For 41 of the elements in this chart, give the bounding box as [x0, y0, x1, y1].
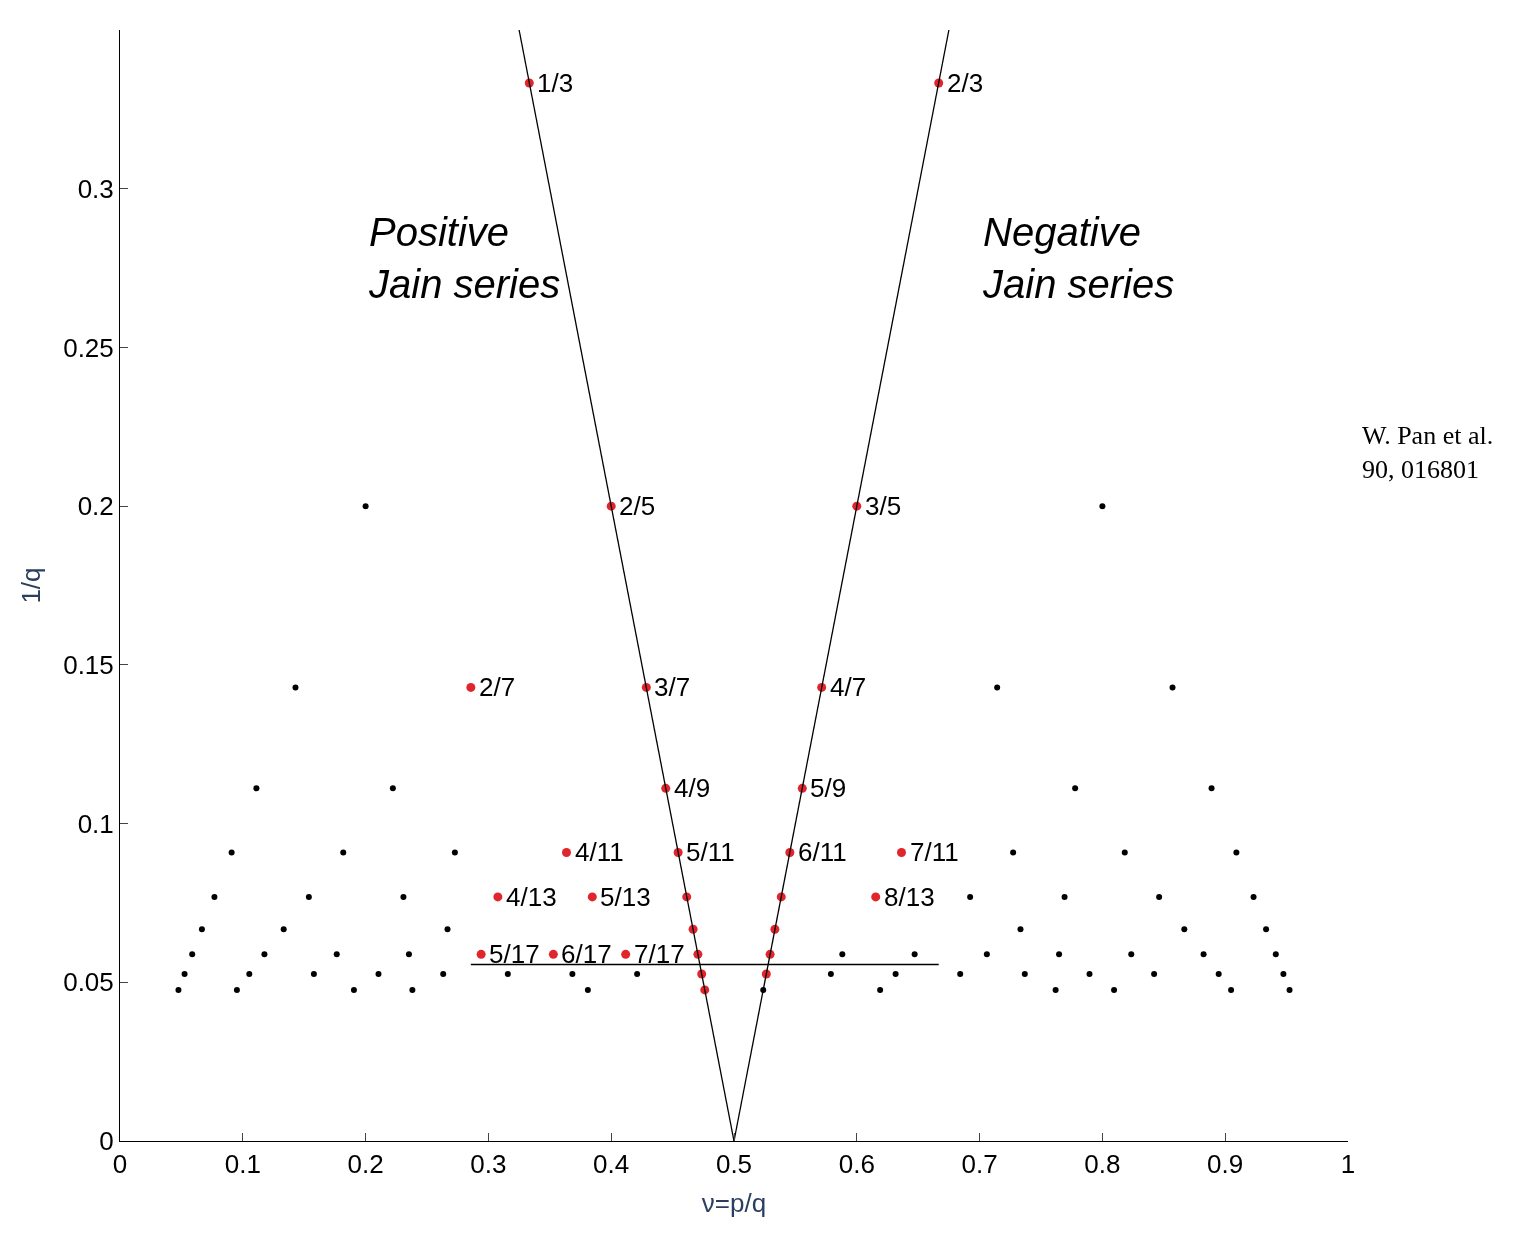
annotation: 8/13 [884, 882, 935, 912]
y-tick-label: 0 [99, 1126, 114, 1157]
y-tick-label: 0.25 [63, 332, 114, 363]
annotation: 7/11 [910, 837, 959, 867]
x-tick-label: 0.4 [593, 1149, 630, 1180]
annotation: 4/9 [674, 773, 711, 803]
annotation: 5/13 [600, 882, 651, 912]
text: W. Pan et al. 90, 016801 [1362, 421, 1494, 484]
x-tick-label: 0.5 [715, 1149, 753, 1180]
annotation: Positive Jain series [368, 210, 561, 306]
annotation: 6/17 [561, 939, 612, 969]
y-tick-label: 0.15 [63, 649, 114, 680]
annotation: 4/13 [506, 882, 557, 912]
annotation: 3/5 [865, 491, 902, 521]
y-tick-label: 0.2 [77, 491, 114, 522]
x-tick-label: 1 [1340, 1149, 1356, 1180]
x-tick-label: 0.2 [347, 1149, 384, 1180]
annotation: 5/17 [489, 939, 540, 969]
y-tick-label: 0.3 [77, 173, 114, 204]
annotation: 4/11 [575, 837, 624, 867]
annotation: 4/7 [830, 672, 867, 702]
x-tick-label: 0.1 [224, 1149, 261, 1180]
annotation: 1/3 [537, 68, 574, 98]
annotation: 2/7 [479, 672, 516, 702]
x-tick-label: 0.7 [961, 1149, 998, 1180]
y-tick-label: 0.05 [63, 967, 114, 998]
y-axis-title: 1/q [15, 567, 46, 604]
annotation: Negative Jain series [982, 210, 1175, 306]
annotation: 5/9 [810, 773, 847, 803]
y-tick-label: 0.1 [77, 808, 114, 839]
x-tick-label: 0.6 [838, 1149, 875, 1180]
annotation: 5/11 [686, 837, 735, 867]
x-tick-label: 0.8 [1084, 1149, 1121, 1180]
x-axis-title: ν=p/q [701, 1187, 767, 1218]
x-tick-label: 0.9 [1207, 1149, 1244, 1180]
x-tick-label: 0.3 [470, 1149, 507, 1180]
annotation: 3/7 [654, 672, 691, 702]
annotation: 7/17 [634, 939, 685, 969]
annotation: 6/11 [798, 837, 847, 867]
annotation: 2/5 [619, 491, 656, 521]
annotation: 2/3 [947, 68, 984, 98]
